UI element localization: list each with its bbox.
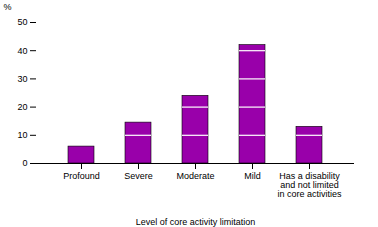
svg-text:30: 30 — [17, 74, 27, 84]
svg-text:Severe: Severe — [124, 171, 153, 181]
svg-text:Moderate: Moderate — [176, 171, 214, 181]
svg-text:Profound: Profound — [63, 171, 100, 181]
svg-text:Has a disabilityand not limite: Has a disabilityand not limitedin core a… — [277, 171, 342, 199]
svg-text:%: % — [4, 2, 12, 12]
svg-text:40: 40 — [17, 46, 27, 56]
svg-text:0: 0 — [22, 158, 27, 168]
svg-text:50: 50 — [17, 17, 27, 27]
svg-text:10: 10 — [17, 130, 27, 140]
svg-text:Level of core activity limitat: Level of core activity limitation — [136, 217, 256, 227]
svg-text:Mild: Mild — [244, 171, 261, 181]
svg-text:20: 20 — [17, 102, 27, 112]
